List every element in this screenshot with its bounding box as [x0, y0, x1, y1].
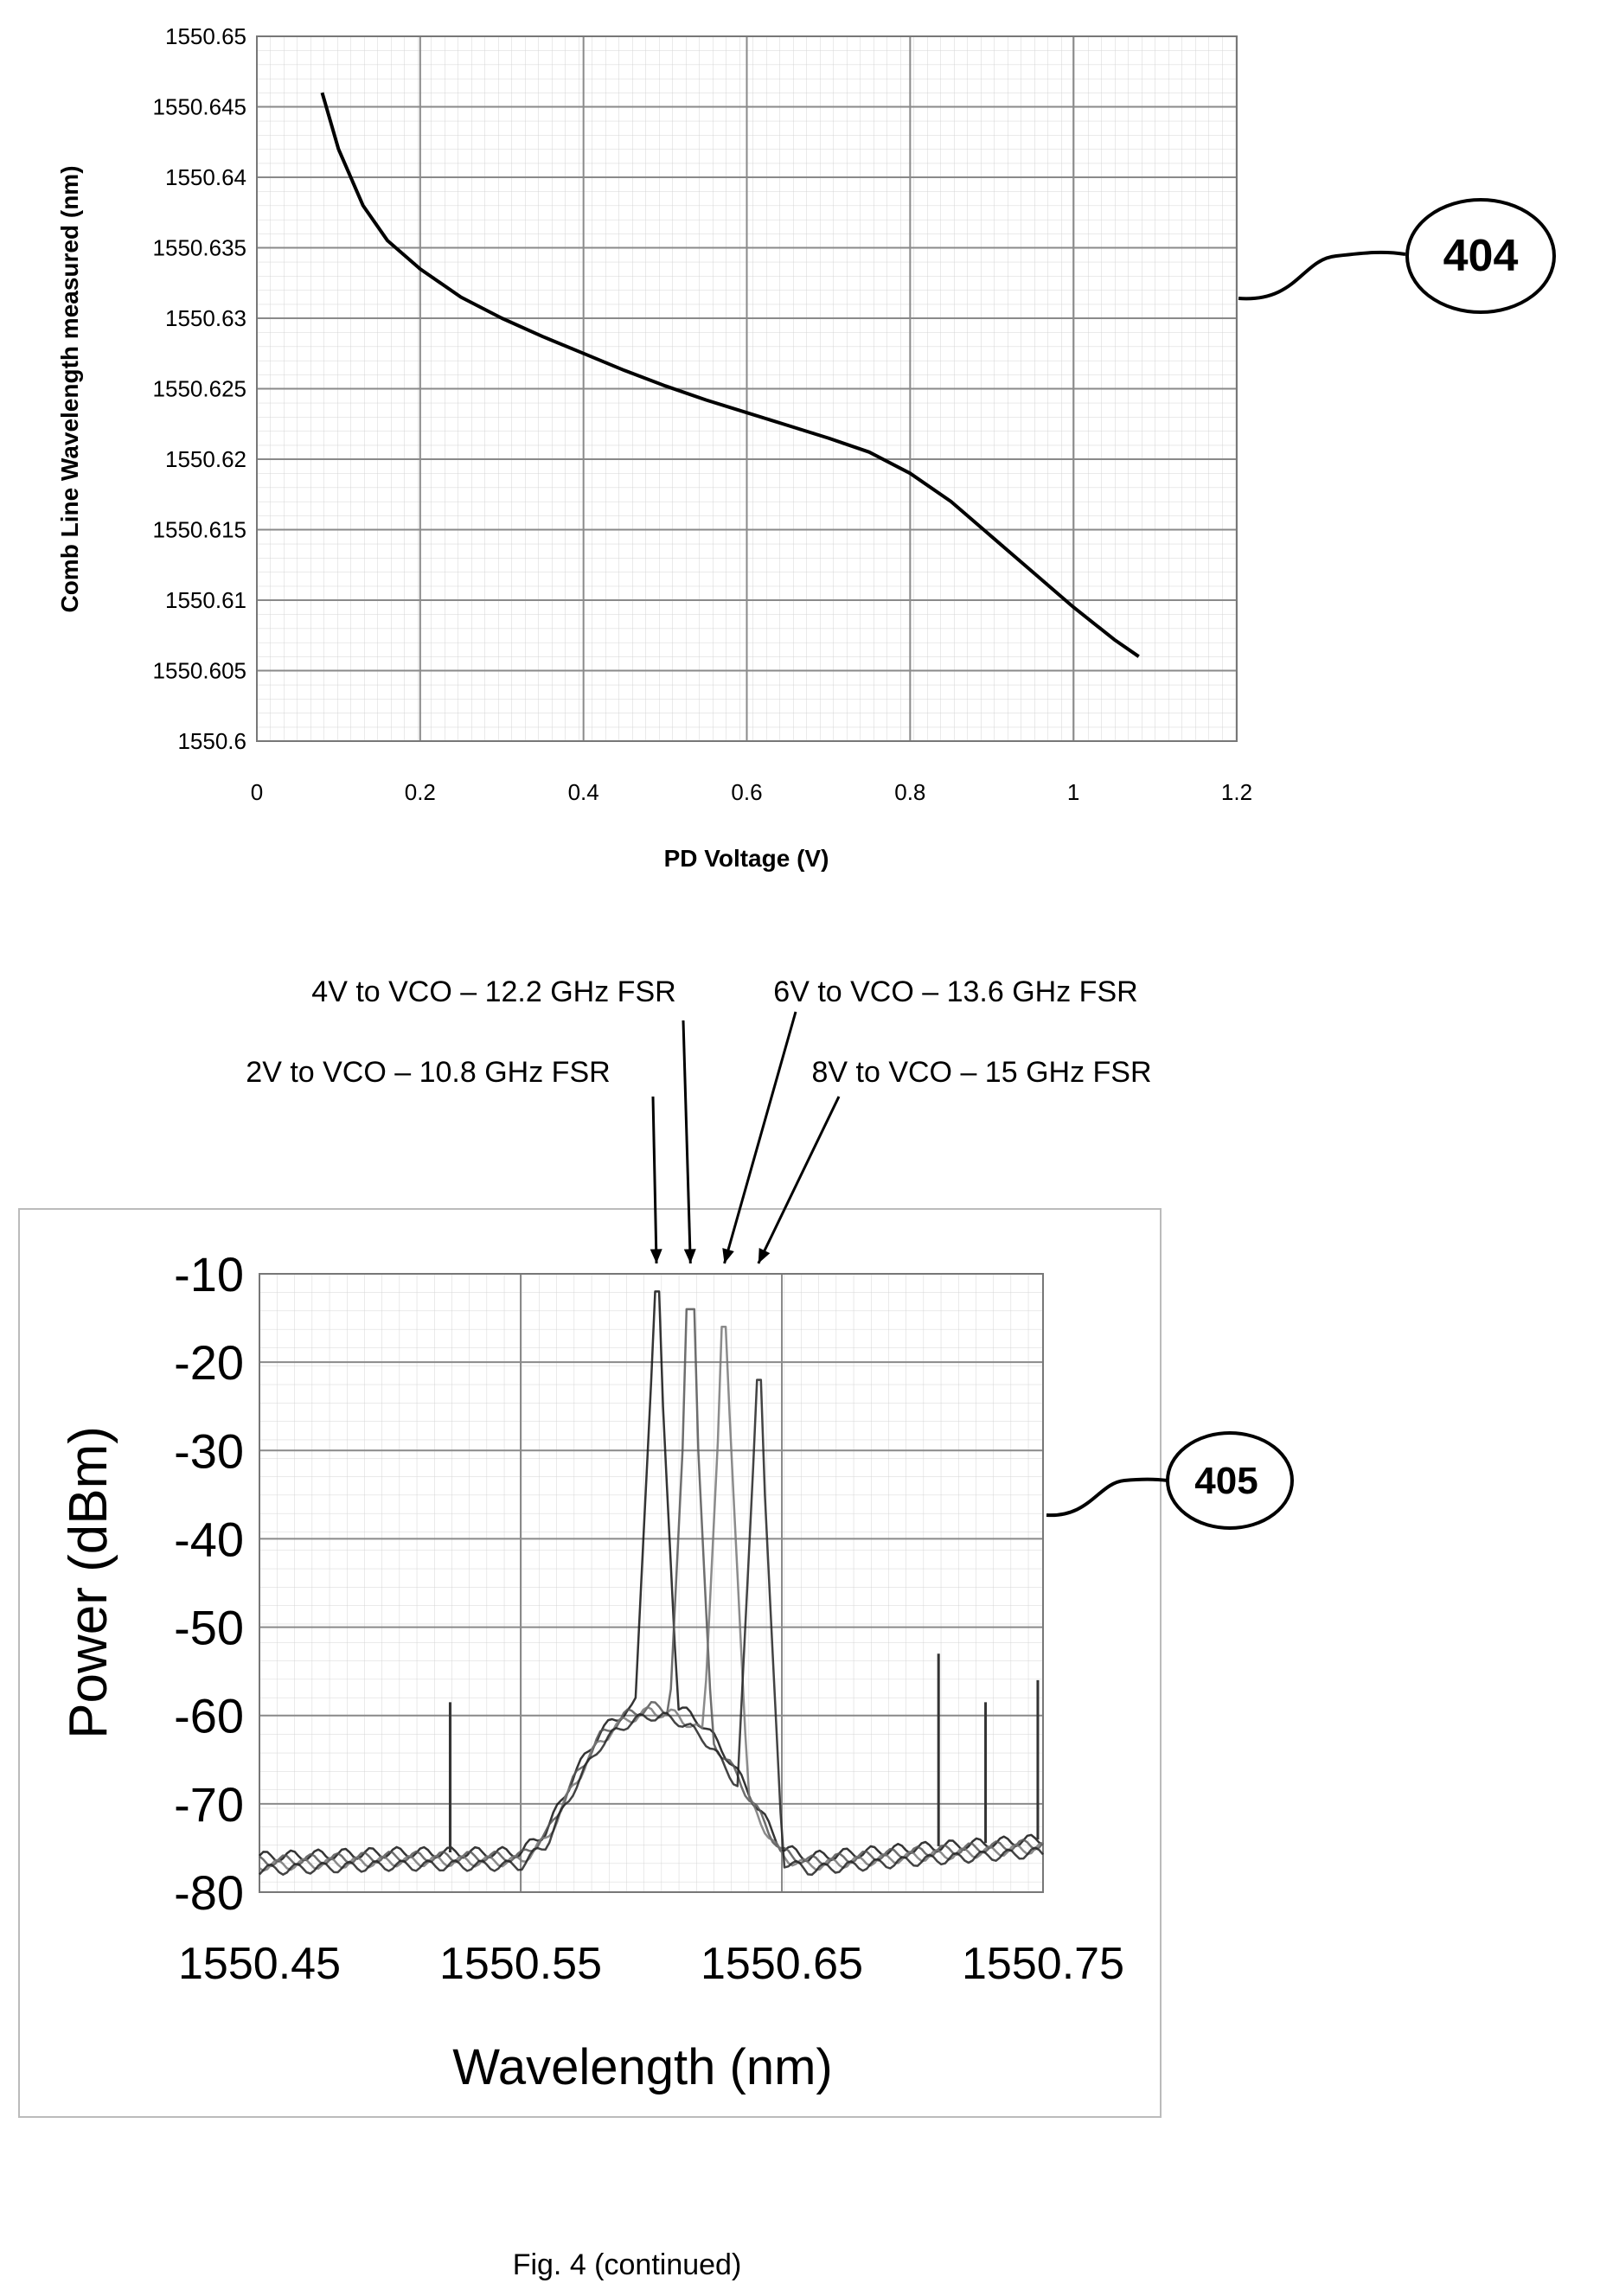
chart1-y-axis-label: Comb Line Wavelength measured (nm) [56, 165, 83, 612]
chart2-annotation-label: 6V to VCO – 13.6 GHz FSR [773, 975, 1137, 1008]
chart1-y-tick-label: 1550.64 [165, 164, 246, 190]
chart2-x-tick-label: 1550.45 [178, 1939, 341, 1989]
chart2-y-tick-label: -70 [174, 1777, 244, 1832]
chart1-y-tick-label: 1550.6 [177, 728, 246, 754]
chart2-annotation-label: 8V to VCO – 15 GHz FSR [811, 1056, 1151, 1089]
chart1-x-axis-label: PD Voltage (V) [664, 845, 829, 872]
chart1-x-tick-label: 0 [251, 779, 263, 805]
chart2-y-ticks: -10 -20 -30 -40 -50 -60 -70 -80 [174, 1247, 244, 1920]
chart2-annotation-arrow [682, 1020, 692, 1264]
chart2-series [259, 1290, 1044, 1877]
chart2-series-line [259, 1326, 1044, 1872]
chart2-x-axis-label: Wavelength (nm) [452, 2039, 832, 2095]
chart1-x-ticks: 0 0.2 0.4 0.6 0.8 1 1.2 [251, 779, 1252, 805]
chart2-x-tick-label: 1550.75 [962, 1939, 1124, 1989]
callout-label-404: 404 [1443, 231, 1519, 281]
chart2-annotation-arrow [723, 1011, 797, 1264]
callout-circle-405 [1166, 1431, 1294, 1530]
chart2-y-tick-label: -40 [174, 1512, 244, 1566]
chart1-plot-border [256, 35, 1238, 742]
chart2-gridlines [259, 1273, 1044, 1893]
chart1-x-tick-label: 0.8 [894, 779, 925, 805]
chart2-plot-border [259, 1273, 1044, 1893]
chart2-annotation-arrow [651, 1096, 658, 1264]
chart1-y-tick-label: 1550.625 [153, 376, 246, 402]
chart1-y-tick-label: 1550.605 [153, 658, 246, 684]
chart2-x-ticks: 1550.45 1550.55 1550.65 1550.75 [178, 1939, 1124, 1989]
chart2-annotation-arrowhead [758, 1248, 771, 1263]
chart1-y-tick-label: 1550.615 [153, 517, 246, 543]
chart1-x-tick-label: 1 [1067, 779, 1079, 805]
chart1-y-tick-label: 1550.62 [165, 446, 246, 472]
chart2-series-line [259, 1378, 1044, 1877]
chart1-gridlines [256, 35, 1238, 742]
chart1-x-tick-label: 0.6 [731, 779, 762, 805]
chart1-y-tick-label: 1550.65 [165, 23, 246, 49]
chart1-y-tick-label: 1550.63 [165, 305, 246, 331]
chart2-y-tick-label: -20 [174, 1335, 244, 1390]
chart1-x-tick-label: 0.4 [568, 779, 599, 805]
chart2-annotation-arrowhead [650, 1249, 662, 1263]
callout-label-405: 405 [1194, 1460, 1258, 1502]
chart1-y-tick-label: 1550.635 [153, 235, 246, 261]
chart1-y-ticks: 1550.6 1550.605 1550.61 1550.615 1550.62 1550… [153, 23, 246, 754]
chart2-series-line [259, 1308, 1044, 1868]
chart1-series-line [320, 92, 1140, 658]
chart-404: 1550.6 1550.605 1550.61 1550.615 1550.62 1550… [56, 23, 1556, 872]
chart1-x-tick-label: 0.2 [405, 779, 436, 805]
chart2-y-tick-label: -50 [174, 1601, 244, 1655]
figure-caption: Fig. 4 (continued) [512, 2248, 742, 2281]
callout-leader-405 [1046, 1477, 1168, 1518]
chart2-annotation-arrowhead [683, 1249, 696, 1263]
chart2-y-tick-label: -60 [174, 1689, 244, 1743]
chart2-annotation-arrow [757, 1096, 841, 1264]
chart2-y-tick-label: -30 [174, 1423, 244, 1478]
chart1-x-tick-label: 1.2 [1221, 779, 1252, 805]
chart2-annotation-label: 2V to VCO – 10.8 GHz FSR [246, 1056, 610, 1089]
chart2-y-tick-label: -80 [174, 1865, 244, 1920]
chart2-x-tick-label: 1550.65 [701, 1939, 863, 1989]
chart2-y-axis-label: Power (dBm) [59, 1426, 118, 1739]
callout-leader-404 [1238, 250, 1406, 301]
chart2-y-tick-label: -10 [174, 1247, 244, 1301]
chart2-annotations: 4V to VCO – 12.2 GHz FSR 6V to VCO – 13.6… [246, 975, 1152, 1264]
chart-405: -10-20-30-40-50-60-70-80 1550.45 1550.55 1… [18, 975, 1294, 2118]
chart2-x-tick-label: 1550.55 [439, 1939, 602, 1989]
chart2-annotation-label: 4V to VCO – 12.2 GHz FSR [311, 975, 675, 1008]
chart1-y-tick-label: 1550.61 [165, 587, 246, 613]
chart2-annotation-arrowhead [722, 1248, 734, 1263]
chart1-series [320, 92, 1140, 658]
chart1-y-tick-label: 1550.645 [153, 94, 246, 120]
callout-circle-404 [1405, 198, 1556, 314]
